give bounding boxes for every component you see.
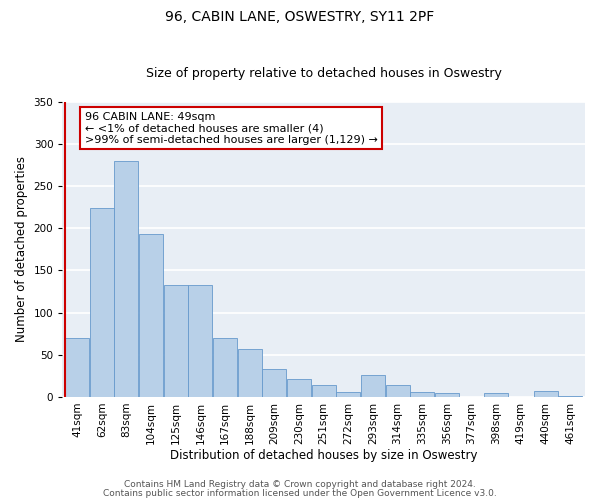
Bar <box>435 392 459 397</box>
Bar <box>115 160 139 397</box>
Bar <box>361 375 385 397</box>
Bar <box>386 385 410 397</box>
Bar <box>238 349 262 397</box>
Bar <box>287 379 311 397</box>
Bar <box>337 392 360 397</box>
Bar <box>188 284 212 397</box>
Text: 96, CABIN LANE, OSWESTRY, SY11 2PF: 96, CABIN LANE, OSWESTRY, SY11 2PF <box>166 10 434 24</box>
Title: Size of property relative to detached houses in Oswestry: Size of property relative to detached ho… <box>146 66 502 80</box>
Text: Contains public sector information licensed under the Open Government Licence v3: Contains public sector information licen… <box>103 489 497 498</box>
Bar <box>262 369 286 397</box>
Bar <box>65 338 89 397</box>
Text: 96 CABIN LANE: 49sqm
← <1% of detached houses are smaller (4)
>99% of semi-detac: 96 CABIN LANE: 49sqm ← <1% of detached h… <box>85 112 377 145</box>
Bar <box>312 385 335 397</box>
Bar <box>213 338 237 397</box>
Bar <box>90 208 114 397</box>
Bar <box>558 396 582 397</box>
Y-axis label: Number of detached properties: Number of detached properties <box>15 156 28 342</box>
Bar <box>139 234 163 397</box>
Bar <box>410 392 434 397</box>
Bar <box>484 392 508 397</box>
X-axis label: Distribution of detached houses by size in Oswestry: Distribution of detached houses by size … <box>170 450 478 462</box>
Text: Contains HM Land Registry data © Crown copyright and database right 2024.: Contains HM Land Registry data © Crown c… <box>124 480 476 489</box>
Bar <box>533 391 557 397</box>
Bar <box>164 284 188 397</box>
